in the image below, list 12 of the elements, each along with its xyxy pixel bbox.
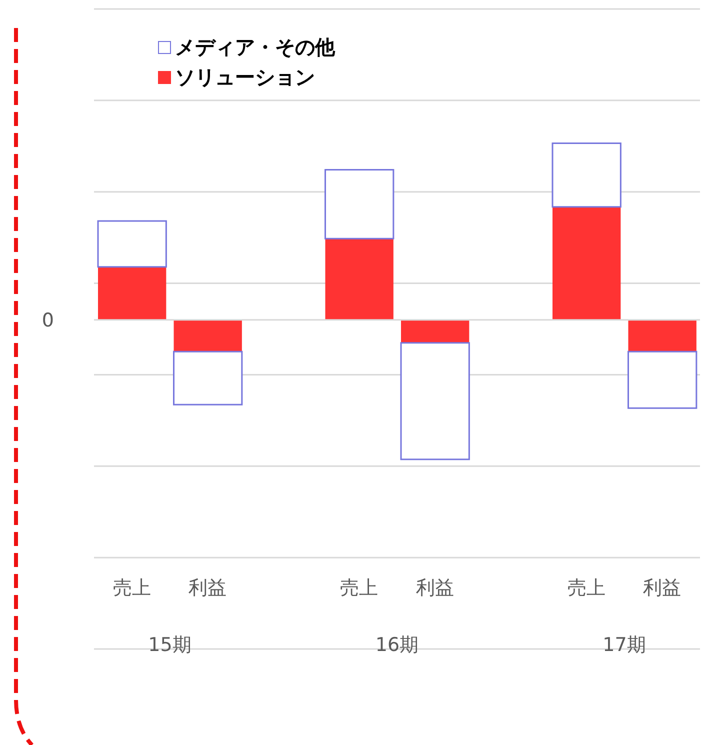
text: 17期 [602, 634, 646, 656]
x-tick-label: 売上 [567, 577, 606, 599]
text: 0 [42, 310, 54, 332]
legend-label: ソリューション [175, 64, 315, 90]
x-tick-label: 利益 [416, 577, 454, 599]
text: 16期 [375, 634, 419, 656]
legend-label: メディア・その他 [175, 34, 335, 60]
x-tick-label: 売上 [112, 577, 151, 599]
text: 15期 [148, 634, 192, 656]
x-tick-label: 利益 [188, 577, 227, 599]
x-tick-label: 利益 [643, 577, 682, 599]
x-tick-label: 売上 [340, 577, 378, 599]
